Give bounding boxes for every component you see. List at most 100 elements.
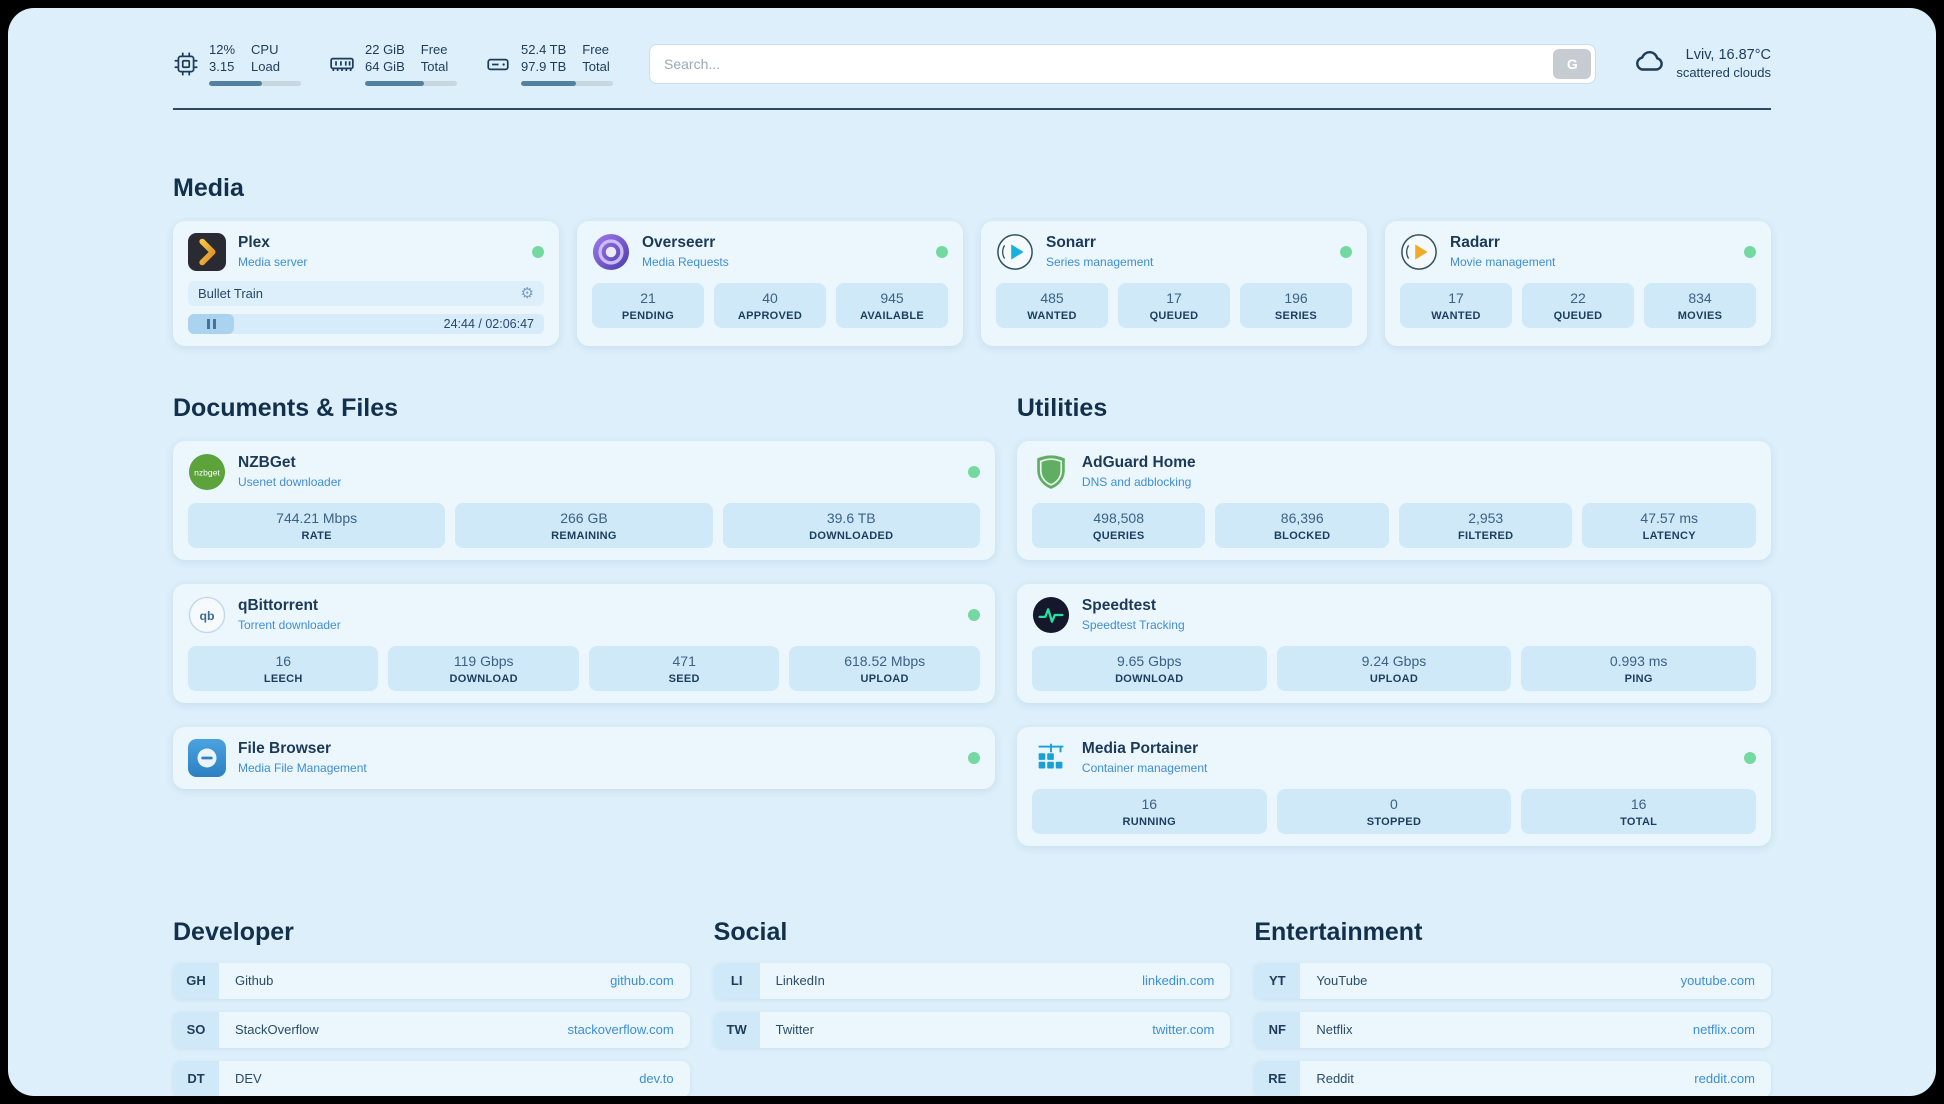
cpu-progress-fill (209, 80, 263, 86)
stat-box: 40 APPROVED (714, 282, 826, 328)
disk-label-top: Free (582, 42, 610, 57)
stat-value: 119 Gbps (453, 652, 514, 669)
nzbget-app-link[interactable]: nzbget NZBGet Usenet downloader (188, 453, 980, 491)
bookmark-github[interactable]: GH Github github.com (173, 962, 690, 999)
stat-box: 22 QUEUED (1522, 282, 1634, 328)
bookmark-youtube[interactable]: YT YouTube youtube.com (1254, 962, 1771, 999)
bookmark-abbr: TW (713, 1011, 760, 1048)
stat-value: 39.6 TB (826, 509, 876, 526)
bookmark-twitter[interactable]: TW Twitter twitter.com (713, 1011, 1231, 1048)
portainer-app-link[interactable]: Media Portainer Container management (1032, 739, 1756, 777)
portainer-icon (1032, 739, 1070, 777)
stat-box: 485 WANTED (996, 282, 1108, 328)
stat-label: QUEUED (1553, 309, 1603, 322)
stat-value: 16 (1630, 795, 1647, 812)
ram-metric: 22 GiB 64 GiB Free Total (329, 42, 457, 86)
ram-progress-fill (365, 80, 424, 86)
radarr-card: Radarr Movie management 17 WANTED 22 QUE… (1385, 220, 1771, 346)
stat-label: TOTAL (1620, 815, 1658, 828)
bookmark-url[interactable]: netflix.com (1692, 1022, 1755, 1038)
overseerr-app-link[interactable]: Overseerr Media Requests (592, 233, 948, 271)
gear-icon[interactable]: ⚙ (520, 284, 534, 302)
stat-box: 498,508 QUERIES (1031, 502, 1206, 548)
app-name: Sonarr (1046, 234, 1096, 252)
stat-label: BLOCKED (1273, 529, 1331, 542)
now-playing-row: Bullet Train ⚙ (188, 280, 544, 306)
ram-label-bottom: Total (420, 58, 449, 74)
stat-value: 498,508 (1093, 509, 1144, 526)
stat-label: FILTERED (1458, 529, 1514, 542)
search-input[interactable] (649, 43, 1597, 84)
cloud-icon (1632, 44, 1666, 83)
bookmark-netflix[interactable]: NF Netflix netflix.com (1254, 1011, 1771, 1048)
bookmark-url[interactable]: linkedin.com (1142, 973, 1215, 989)
bookmark-url[interactable]: twitter.com (1152, 1022, 1215, 1038)
app-name: qBittorrent (238, 597, 319, 615)
dashboard-window: 12% 3.15 CPU Load (8, 8, 1936, 1096)
qbittorrent-icon: qb (188, 596, 226, 634)
stat-box: 196 SERIES (1240, 282, 1352, 328)
social-section-title: Social (713, 917, 788, 946)
overseerr-card: Overseerr Media Requests 21 PENDING 40 A… (577, 220, 963, 346)
bookmark-url[interactable]: reddit.com (1694, 1071, 1755, 1087)
sonarr-card: Sonarr Series management 485 WANTED 17 Q… (981, 220, 1367, 346)
disk-sub-value: 97.9 TB (521, 58, 567, 74)
status-dot (967, 608, 980, 621)
app-subtitle: Usenet downloader (238, 475, 342, 490)
bookmark-abbr: DT (173, 1060, 219, 1096)
filebrowser-app-link[interactable]: File Browser Media File Management (188, 738, 980, 777)
stat-value: 0 (1390, 795, 1398, 812)
stat-box: 618.52 Mbps UPLOAD (789, 645, 980, 691)
bookmark-name: DEV (235, 1071, 262, 1087)
app-subtitle: Movie management (1450, 255, 1556, 270)
stat-box: 471 SEED (588, 645, 780, 691)
stat-label: STOPPED (1366, 815, 1422, 828)
status-dot (967, 465, 980, 478)
bookmark-stackoverflow[interactable]: SO StackOverflow stackoverflow.com (173, 1011, 690, 1048)
bookmark-dev[interactable]: DT DEV dev.to (173, 1060, 690, 1096)
pause-button[interactable] (188, 313, 234, 334)
speedtest-app-link[interactable]: Speedtest Speedtest Tracking (1032, 596, 1756, 634)
cpu-progress-track (209, 80, 301, 86)
stat-label: RATE (301, 529, 332, 542)
status-dot (1743, 751, 1756, 764)
bookmark-url[interactable]: dev.to (639, 1071, 674, 1087)
radarr-icon (1400, 233, 1438, 271)
playback-progress-bar[interactable]: 24:44 / 02:06:47 (188, 313, 544, 334)
bookmark-linkedin[interactable]: LI LinkedIn linkedin.com (713, 962, 1231, 999)
status-dot (967, 751, 980, 764)
stat-box: 119 Gbps DOWNLOAD (388, 645, 579, 691)
filebrowser-icon (188, 738, 226, 777)
stat-label: AVAILABLE (859, 309, 924, 322)
stat-label: DOWNLOAD (449, 672, 518, 685)
bookmark-url[interactable]: github.com (610, 973, 674, 989)
bookmark-url[interactable]: stackoverflow.com (567, 1022, 674, 1038)
plex-app-link[interactable]: Plex Media server (188, 232, 544, 271)
adguard-card: AdGuard Home DNS and adblocking 498,508 … (1016, 440, 1771, 560)
adguard-app-link[interactable]: AdGuard Home DNS and adblocking (1032, 453, 1756, 491)
playback-time: 24:44 / 02:06:47 (443, 316, 534, 331)
stat-value: 17 (1166, 289, 1182, 306)
status-dot (936, 245, 948, 258)
app-subtitle: DNS and adblocking (1081, 475, 1192, 490)
stat-value: 9.65 Gbps (1116, 652, 1182, 669)
plex-icon (188, 232, 226, 271)
stat-box: 9.65 Gbps DOWNLOAD (1031, 645, 1267, 691)
bookmark-name: Netflix (1316, 1022, 1353, 1038)
ram-value: 22 GiB (365, 42, 405, 57)
header-divider (173, 107, 1771, 110)
bookmark-reddit[interactable]: RE Reddit reddit.com (1254, 1060, 1771, 1096)
qbittorrent-app-link[interactable]: qb qBittorrent Torrent downloader (188, 596, 980, 634)
app-name: Speedtest (1081, 597, 1157, 615)
radarr-app-link[interactable]: Radarr Movie management (1400, 233, 1756, 271)
app-name: AdGuard Home (1081, 454, 1196, 472)
bookmark-abbr: YT (1254, 962, 1301, 999)
nzbget-card: nzbget NZBGet Usenet downloader 744.21 M… (173, 440, 995, 560)
weather-widget: Lviv, 16.87°C scattered clouds (1632, 44, 1771, 83)
bookmark-url[interactable]: youtube.com (1680, 973, 1755, 989)
search-go-button[interactable]: G (1553, 48, 1592, 79)
stat-value: 86,396 (1280, 509, 1324, 526)
ram-label-top: Free (420, 42, 448, 57)
sonarr-app-link[interactable]: Sonarr Series management (996, 233, 1352, 271)
stat-value: 47.57 ms (1640, 509, 1699, 526)
